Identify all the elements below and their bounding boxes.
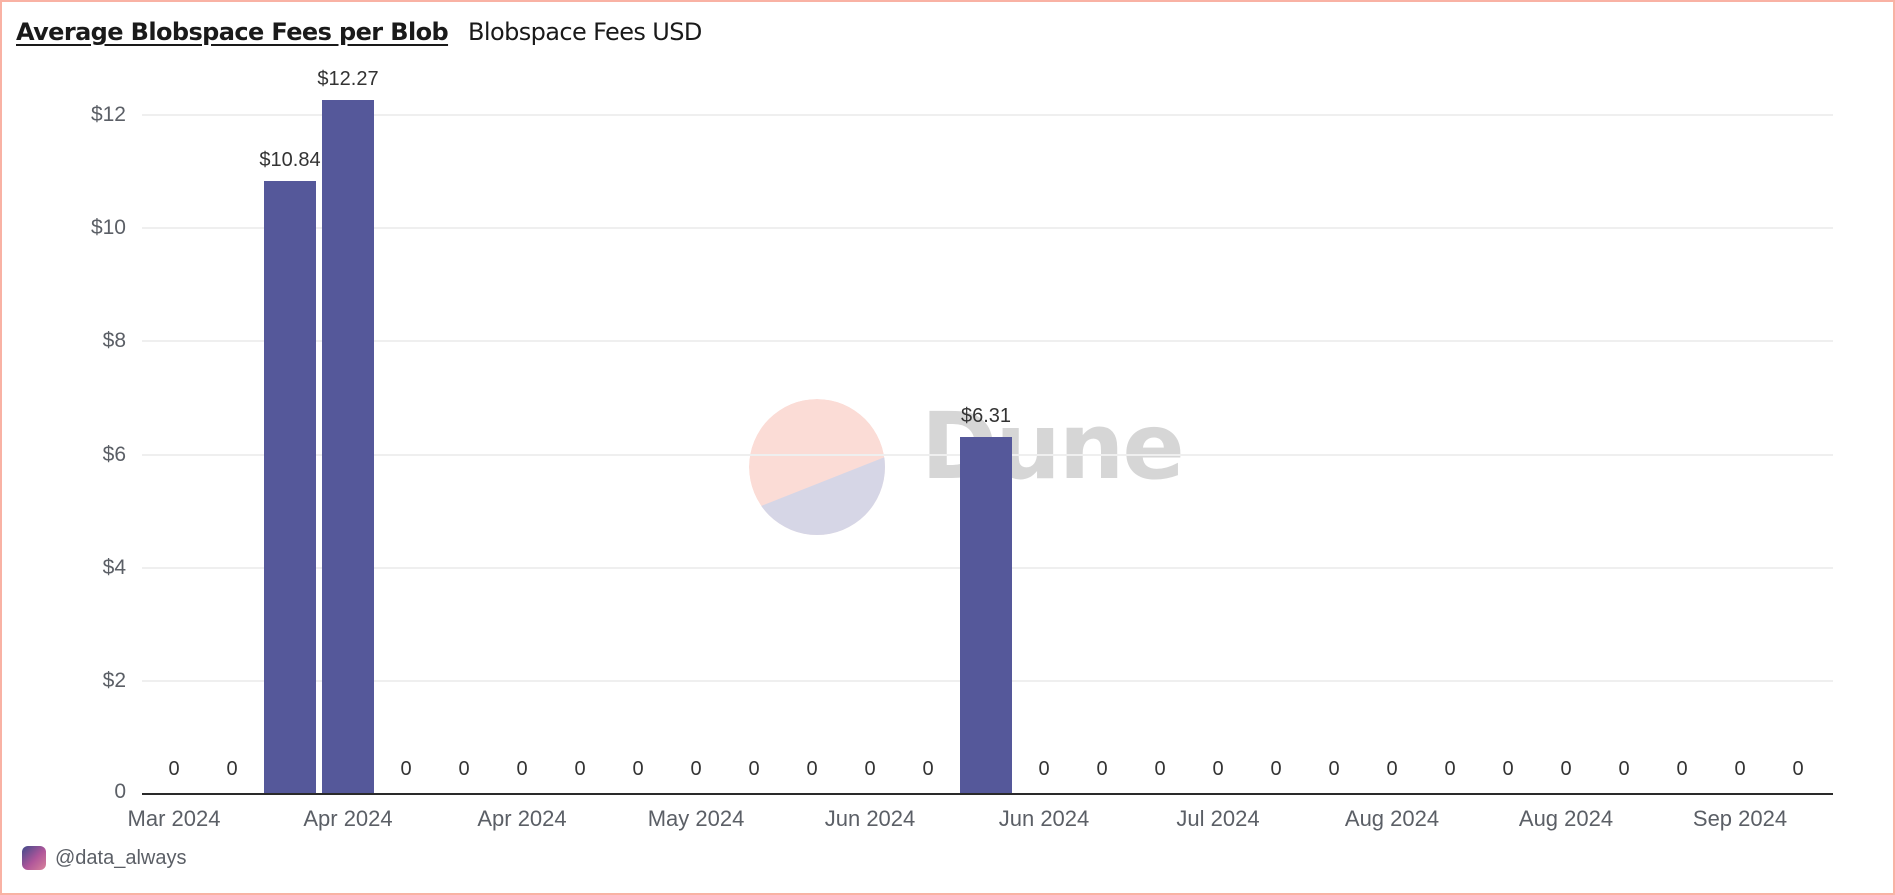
bar-value-label: 0 (1618, 758, 1630, 780)
x-axis-line (142, 793, 1833, 795)
bar-value-label: 0 (864, 758, 876, 780)
x-axis-tick-label: Jun 2024 (824, 806, 916, 831)
bar[interactable] (322, 99, 374, 794)
bar-value-label: 0 (1792, 758, 1804, 780)
chart-title-link[interactable]: Average Blobspace Fees per Blob (16, 18, 449, 46)
y-axis-tick-label: $8 (102, 329, 126, 353)
bar[interactable] (960, 436, 1012, 794)
bar-value-label: $10.84 (259, 148, 321, 171)
x-axis-tick-label: Aug 2024 (1344, 806, 1440, 831)
y-axis-tick-label: $6 (102, 442, 126, 466)
gridline (142, 340, 1833, 343)
x-axis-tick-label: May 2024 (647, 806, 745, 831)
bar-value-label: 0 (1502, 758, 1514, 780)
bar-value-label: 0 (400, 758, 412, 780)
gridline (142, 227, 1833, 230)
user-avatar-icon[interactable] (22, 846, 46, 870)
bar-value-label: 0 (516, 758, 528, 780)
bar-value-label: 0 (1038, 758, 1050, 780)
bar-value-label: 0 (922, 758, 934, 780)
bar-value-label: 0 (1212, 758, 1224, 780)
y-axis-tick-label: $12 (90, 103, 126, 126)
bar-value-label: 0 (168, 758, 180, 780)
chart-subtitle: Blobspace Fees USD (468, 18, 702, 46)
chart-footer: @data_always (22, 846, 186, 870)
x-axis-tick-label: Jul 2024 (1176, 806, 1260, 831)
bar-value-label: 0 (1386, 758, 1398, 780)
bar-value-label: 0 (458, 758, 470, 780)
bar-value-label: 0 (574, 758, 586, 780)
bar-value-label: 0 (690, 758, 702, 780)
bar-value-label: 0 (1154, 758, 1166, 780)
author-handle[interactable]: @data_always (55, 846, 187, 869)
bar-value-label: 0 (1676, 758, 1688, 780)
bar-value-label: $12.27 (317, 67, 379, 90)
x-axis-tick-label: Jun 2024 (998, 806, 1090, 831)
bar-value-label: 0 (1328, 758, 1340, 780)
bar-value-label: 0 (1734, 758, 1746, 780)
bar-value-label: 0 (806, 758, 818, 780)
bar-value-label: 0 (1096, 758, 1108, 780)
x-axis-tick-label: Apr 2024 (303, 806, 393, 831)
x-axis-tick-label: Mar 2024 (127, 806, 221, 831)
chart-header: Average Blobspace Fees per Blob Blobspac… (16, 18, 702, 46)
x-axis-tick-label: Aug 2024 (1518, 806, 1614, 831)
x-axis-tick-label: Apr 2024 (477, 806, 567, 831)
y-axis-tick-label: 0 (114, 780, 126, 803)
y-axis-tick-label: $10 (90, 216, 126, 240)
y-axis-tick-label: $4 (102, 555, 126, 579)
y-axis-tick-label: $2 (102, 668, 126, 692)
bar-value-label: 0 (1270, 758, 1282, 780)
x-axis-tick-label: Sep 2024 (1692, 806, 1788, 831)
bar-value-label: $6.31 (960, 404, 1012, 427)
bar-value-label: 0 (226, 758, 238, 780)
bar[interactable] (264, 180, 316, 794)
bar-value-label: 0 (1444, 758, 1456, 780)
bar-value-label: 0 (632, 758, 644, 780)
bar-value-label: 0 (1560, 758, 1572, 780)
bar-value-label: 0 (748, 758, 760, 780)
gridline (142, 114, 1833, 116)
